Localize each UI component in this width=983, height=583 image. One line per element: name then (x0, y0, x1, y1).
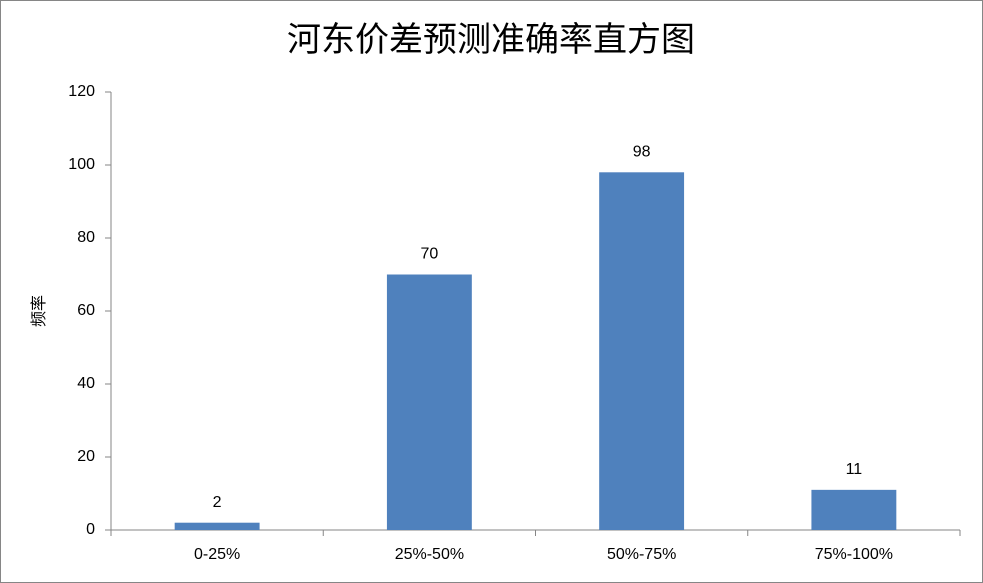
x-tick-label: 75%-100% (815, 546, 893, 563)
data-label: 11 (846, 461, 863, 478)
y-tick-label: 100 (68, 156, 95, 173)
y-tick-label: 20 (77, 448, 95, 465)
data-label: 70 (420, 246, 438, 263)
x-tick-label: 50%-75% (607, 546, 676, 563)
bar (599, 172, 685, 531)
chart-title: 河东价差预测准确率直方图 (287, 21, 695, 59)
bar (174, 522, 260, 530)
y-tick-label: 60 (77, 302, 95, 319)
x-tick-label: 25%-50% (395, 546, 464, 563)
y-axis-label: 频率 (30, 295, 48, 327)
y-tick-label: 40 (77, 375, 95, 392)
bar (386, 274, 472, 530)
y-tick-label: 120 (68, 83, 95, 100)
bar (811, 489, 897, 530)
x-tick-label: 0-25% (194, 546, 240, 563)
data-label: 98 (633, 144, 651, 161)
y-tick-label: 0 (86, 521, 95, 538)
data-label: 2 (213, 494, 222, 511)
y-tick-label: 80 (77, 229, 95, 246)
